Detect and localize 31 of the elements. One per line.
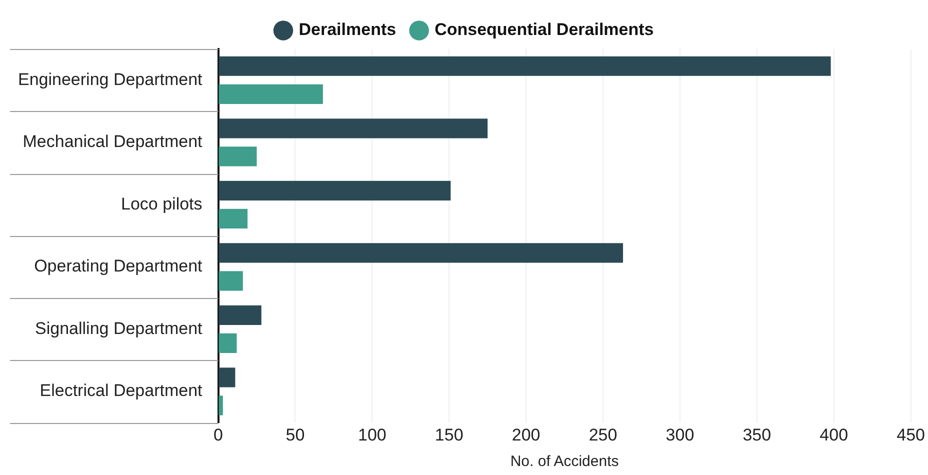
bar <box>218 396 223 416</box>
bar <box>218 146 257 166</box>
legend-label: Consequential Derailments <box>434 20 654 40</box>
x-tick-label: 300 <box>666 425 694 444</box>
bar <box>218 180 451 200</box>
y-tick-label: Loco pilots <box>120 194 202 214</box>
legend-label: Derailments <box>298 20 396 40</box>
x-tick-label: 200 <box>512 425 540 444</box>
y-tick-label: Electrical Department <box>40 381 203 400</box>
y-tick-label: Mechanical Department <box>22 132 203 152</box>
x-tick-label: 350 <box>742 425 772 444</box>
x-tick-label: 150 <box>434 425 464 444</box>
y-tick-label: Engineering Department <box>18 70 203 89</box>
bar <box>218 333 237 354</box>
bar <box>218 271 243 291</box>
x-axis-title: No. of Accidents <box>510 453 619 470</box>
bar <box>218 118 488 138</box>
bar <box>218 84 323 104</box>
bar <box>218 243 624 263</box>
x-tick-label: 0 <box>214 425 224 444</box>
x-tick-label: 400 <box>820 425 848 444</box>
bar <box>218 368 236 388</box>
y-tick-label: Signalling Department <box>35 318 203 338</box>
bar <box>218 56 831 76</box>
x-tick-label: 450 <box>896 425 926 444</box>
bar <box>218 305 262 325</box>
y-tick-label: Operating Department <box>34 256 203 276</box>
x-tick-label: 50 <box>286 425 305 444</box>
bar <box>218 208 248 228</box>
x-tick-label: 250 <box>588 425 618 444</box>
x-tick-label: 100 <box>358 425 386 444</box>
